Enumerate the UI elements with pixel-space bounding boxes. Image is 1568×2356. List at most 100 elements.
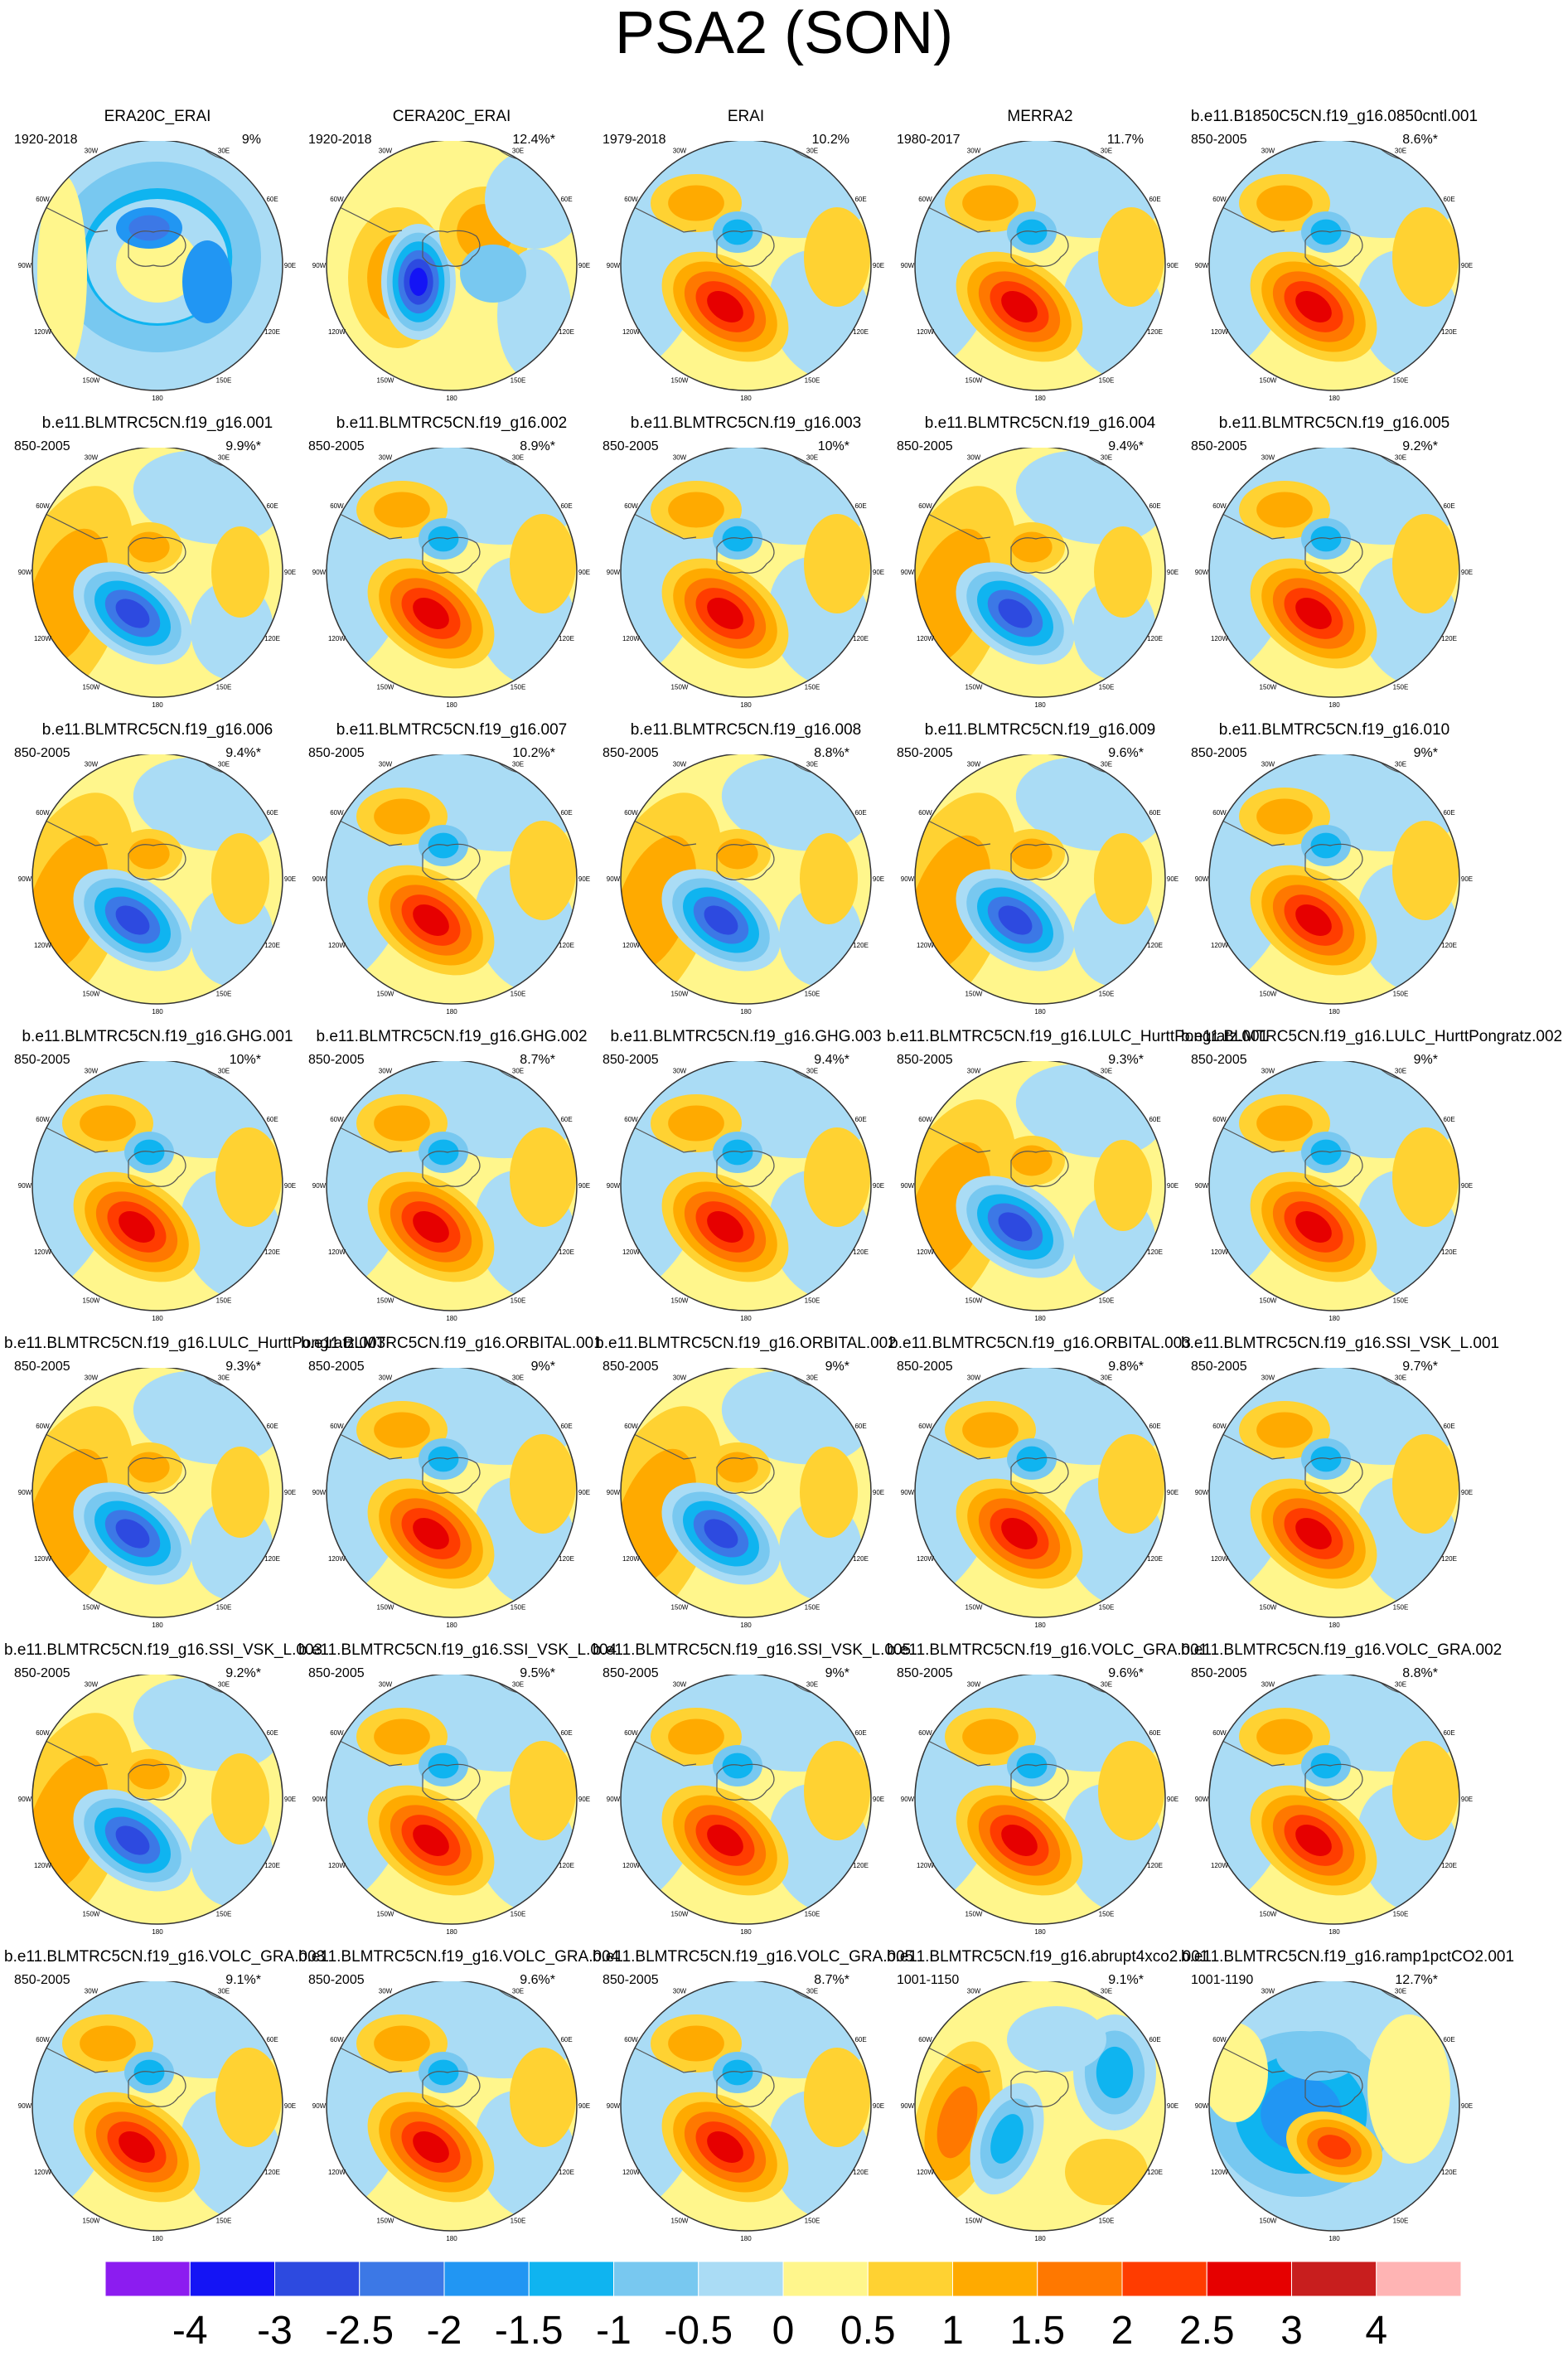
- lon-tick-label: 90E: [873, 1182, 884, 1190]
- panel-title: b.e11.BLMTRC5CN.f19_g16.010: [1218, 721, 1450, 739]
- anomaly-contour: [1310, 526, 1342, 552]
- lon-tick-label: 60W: [918, 2036, 932, 2043]
- lon-tick-label: 60W: [36, 196, 50, 203]
- map-boundary: [326, 1675, 578, 1925]
- map-boundary: [620, 1675, 872, 1925]
- lon-tick-label: 30W: [967, 1987, 981, 1995]
- colorbar-swatch: [867, 2261, 953, 2296]
- anomaly-contour: [211, 1447, 269, 1538]
- lon-tick-label: 120E: [559, 942, 574, 949]
- lon-tick-label: 90W: [901, 1182, 915, 1190]
- coastline: [339, 206, 403, 233]
- lon-tick-label: 60W: [624, 196, 638, 203]
- panel-title: MERRA2: [1007, 108, 1073, 125]
- anomaly-contour: [374, 798, 430, 835]
- lon-tick-label: 150W: [965, 1911, 983, 1918]
- lon-tick-label: 90W: [18, 1796, 32, 1803]
- map-panel: b.e11.BLMTRC5CN.f19_g16.VOLC_GRA.004 850-…: [298, 1948, 619, 2263]
- lon-tick-label: 60E: [854, 502, 866, 510]
- lon-tick-label: 60W: [624, 2036, 638, 2043]
- panel-variance-pct: 9.4%*: [814, 1053, 849, 1067]
- lon-tick-label: 120E: [1147, 328, 1163, 336]
- anomaly-contour: [804, 1127, 870, 1227]
- anomaly-contour: [413, 1825, 449, 1856]
- coastline: [633, 2047, 697, 2073]
- panel-variance-pct: 9.6%*: [1108, 746, 1144, 760]
- map-boundary: [1208, 1675, 1460, 1925]
- lon-tick-label: 120E: [1441, 1555, 1457, 1563]
- lon-tick-label: 90E: [1461, 262, 1473, 269]
- lon-tick-label: 30E: [806, 453, 818, 461]
- lon-tick-label: 180: [1034, 1008, 1046, 1016]
- lon-tick-label: 30E: [512, 453, 524, 461]
- coastline: [422, 843, 481, 880]
- lon-tick-label: 150E: [1099, 377, 1115, 385]
- anomaly-contour: [1096, 2046, 1134, 2099]
- anomaly-contour: [804, 1741, 870, 1840]
- polar-map: 030E60E90E120E150E180150W120W90W60W30W: [1195, 1675, 1473, 1936]
- coastline: [716, 1457, 775, 1494]
- lon-tick-label: 60E: [854, 1729, 866, 1737]
- anomaly-contour: [722, 2059, 753, 2086]
- colorbar-tick-label: -3: [257, 2309, 293, 2353]
- lon-tick-label: 30E: [512, 1067, 524, 1074]
- anomaly-contour: [1295, 598, 1332, 629]
- coastline: [1304, 1457, 1363, 1494]
- map-boundary: [31, 141, 283, 391]
- colorbar-tick-label: 2: [1111, 2309, 1134, 2353]
- lon-tick-label: 30E: [806, 1067, 818, 1074]
- map-panel: b.e11.BLMTRC5CN.f19_g16.006 850-2005 9.4%*…: [4, 721, 311, 1036]
- panel-years: 850-2005: [14, 1666, 70, 1680]
- coastline: [45, 206, 109, 233]
- lon-tick-label: 120E: [1441, 328, 1457, 336]
- anomaly-contour: [374, 2025, 430, 2062]
- lon-tick-label: 150W: [83, 1604, 100, 1612]
- map-panel: b.e11.BLMTRC5CN.f19_g16.GHG.003 850-2005 9…: [593, 1028, 899, 1343]
- panel-title: b.e11.BLMTRC5CN.f19_g16.001: [41, 414, 273, 432]
- polar-map: 030E60E90E120E150E180150W120W90W60W30W: [607, 141, 884, 402]
- anomaly-contour: [1310, 832, 1342, 859]
- lon-tick-label: 30E: [806, 147, 818, 154]
- lon-tick-label: 90E: [1167, 875, 1178, 883]
- anomaly-contour: [115, 905, 150, 935]
- coastline: [1222, 1127, 1285, 1153]
- lon-tick-label: 120W: [1211, 1555, 1228, 1563]
- lon-tick-label: 120E: [264, 1555, 280, 1563]
- coastline: [128, 1150, 186, 1187]
- anomaly-contour: [668, 2025, 724, 2062]
- lon-tick-label: 150E: [1099, 991, 1115, 998]
- polar-map: 030E60E90E120E150E180150W120W90W60W30W: [607, 1368, 884, 1629]
- lon-tick-label: 30E: [1395, 147, 1406, 154]
- polar-map: 030E60E90E120E150E180150W120W90W60W30W: [1195, 1368, 1473, 1629]
- panel-years: 850-2005: [1191, 133, 1247, 147]
- anomaly-contour: [990, 2114, 1024, 2164]
- map-boundary: [620, 1981, 872, 2232]
- panel-variance-pct: 9.2%*: [1402, 439, 1438, 453]
- lon-tick-label: 150E: [216, 2218, 232, 2225]
- lon-tick-label: 90W: [312, 2102, 327, 2110]
- map-boundary: [1208, 754, 1460, 1005]
- anomaly-contour: [704, 905, 738, 935]
- colorbar-swatch: [443, 2261, 530, 2296]
- anomaly-contour: [668, 492, 724, 528]
- lon-tick-label: 30W: [85, 1374, 99, 1381]
- lon-tick-label: 120E: [853, 1862, 869, 1869]
- map-panel: b.e11.BLMTRC5CN.f19_g16.GHG.002 850-2005 8…: [298, 1028, 605, 1343]
- lon-tick-label: 60W: [624, 502, 638, 510]
- anomaly-contour: [119, 1211, 155, 1243]
- lon-tick-label: 60E: [1443, 1423, 1454, 1430]
- lon-tick-label: 90E: [578, 1182, 590, 1190]
- map-panel: b.e11.BLMTRC5CN.f19_g16.ramp1pctCO2.001 1…: [1181, 1948, 1514, 2263]
- anomaly-contour: [1310, 1752, 1342, 1779]
- anomaly-contour: [1295, 1211, 1332, 1243]
- lon-tick-label: 150W: [671, 1604, 689, 1612]
- lon-tick-label: 150E: [1393, 1911, 1409, 1918]
- lon-tick-label: 120E: [853, 328, 869, 336]
- lon-tick-label: 60E: [854, 2036, 866, 2043]
- page-title: PSA2 (SON): [614, 0, 954, 66]
- polar-map: 030E60E90E120E150E180150W120W90W60W30W: [18, 754, 296, 1016]
- coastline: [716, 536, 775, 574]
- lon-tick-label: 30E: [218, 1067, 230, 1074]
- lon-tick-label: 150W: [377, 1297, 394, 1305]
- lon-tick-label: 60E: [854, 1116, 866, 1123]
